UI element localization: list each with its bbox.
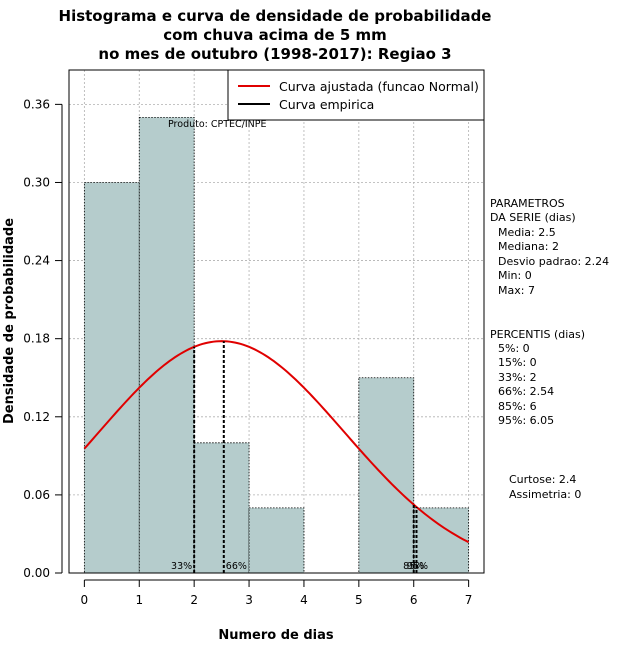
chart-title-line-3: no mes de outubro (1998-2017): Regiao 3 [98, 45, 451, 63]
parametros-min: Min: 0 [498, 269, 532, 282]
legend-label-empirical: Curva empirica [279, 97, 374, 112]
y-tick-label-6: 0.36 [23, 97, 50, 111]
histogram-bar-6 [413, 507, 470, 574]
normal-curve-layer [83, 340, 470, 544]
axes: 0 1 2 3 4 5 6 7 0.00 0.06 0.12 0.18 0.24 0.30 0.36 [23, 97, 472, 607]
percentile-label-3: 95% [407, 561, 428, 572]
x-tick-label-1: 1 [135, 593, 143, 607]
x-tick-label-5: 5 [355, 593, 363, 607]
histogram-bar-3 [248, 507, 305, 574]
parametros-media: Media: 2.5 [498, 226, 556, 239]
y-tick-label-5: 0.30 [23, 175, 50, 189]
series-parameters: PARAMETROS DA SERIE (dias) Media: 2.5 Me… [490, 197, 609, 297]
histogram-bars [83, 116, 470, 574]
assimetria: Assimetria: 0 [509, 488, 581, 501]
percentiles-list: PERCENTIS (dias) 5%: 0 15%: 0 33%: 2 66%… [490, 328, 585, 427]
parametros-heading-2: DA SERIE (dias) [490, 211, 576, 224]
percentil-85: 85%: 6 [498, 400, 537, 413]
x-tick-label-7: 7 [465, 593, 473, 607]
legend-label-normal: Curva ajustada (funcao Normal) [279, 79, 479, 94]
x-tick-label-2: 2 [190, 593, 198, 607]
percentil-5: 5%: 0 [498, 342, 530, 355]
x-tick-label-0: 0 [81, 593, 89, 607]
legend-box [227, 69, 485, 121]
histogram-bar-1 [138, 116, 195, 574]
percentil-66: 66%: 2.54 [498, 385, 554, 398]
percentil-95: 95%: 6.05 [498, 414, 554, 427]
x-axis-label: Numero de dias [218, 628, 334, 643]
parametros-mediana: Mediana: 2 [498, 240, 559, 253]
y-axis-label: Densidade de probabilidade [2, 218, 17, 424]
percentile-label-0: 33% [171, 561, 192, 572]
parametros-max: Max: 7 [498, 284, 535, 297]
y-tick-label-4: 0.24 [23, 254, 50, 268]
normal-curve [83, 340, 470, 544]
x-tick-label-6: 6 [410, 593, 418, 607]
chart-title-line-1: Histograma e curva de densidade de proba… [59, 7, 492, 25]
y-tick-label-2: 0.12 [23, 410, 50, 424]
curtose: Curtose: 2.4 [509, 473, 576, 486]
percentil-33: 33%: 2 [498, 371, 537, 384]
shape-statistics: Curtose: 2.4 Assimetria: 0 [509, 473, 581, 501]
parametros-heading-1: PARAMETROS [490, 197, 565, 210]
percentis-heading: PERCENTIS (dias) [490, 328, 585, 341]
percentile-markers: 33% 66% 85%95% [171, 341, 428, 573]
legend: Curva ajustada (funcao Normal) Curva emp… [227, 69, 485, 121]
histogram-bar-0 [83, 182, 140, 574]
product-annotation: Produto: CPTEC/INPE [168, 119, 267, 130]
histogram-bar-2 [193, 442, 250, 574]
y-tick-label-3: 0.18 [23, 332, 50, 346]
x-tick-label-4: 4 [300, 593, 308, 607]
y-tick-label-0: 0.00 [23, 566, 50, 580]
y-tick-label-1: 0.06 [23, 488, 50, 502]
percentile-label-2: 85% [403, 561, 424, 572]
histogram-bar-5 [358, 377, 415, 574]
parametros-desvio: Desvio padrao: 2.24 [498, 255, 609, 268]
x-tick-label-3: 3 [245, 593, 253, 607]
percentile-label-1: 66% [226, 561, 247, 572]
chart-title-line-2: com chuva acima de 5 mm [163, 26, 387, 44]
percentil-15: 15%: 0 [498, 356, 537, 369]
